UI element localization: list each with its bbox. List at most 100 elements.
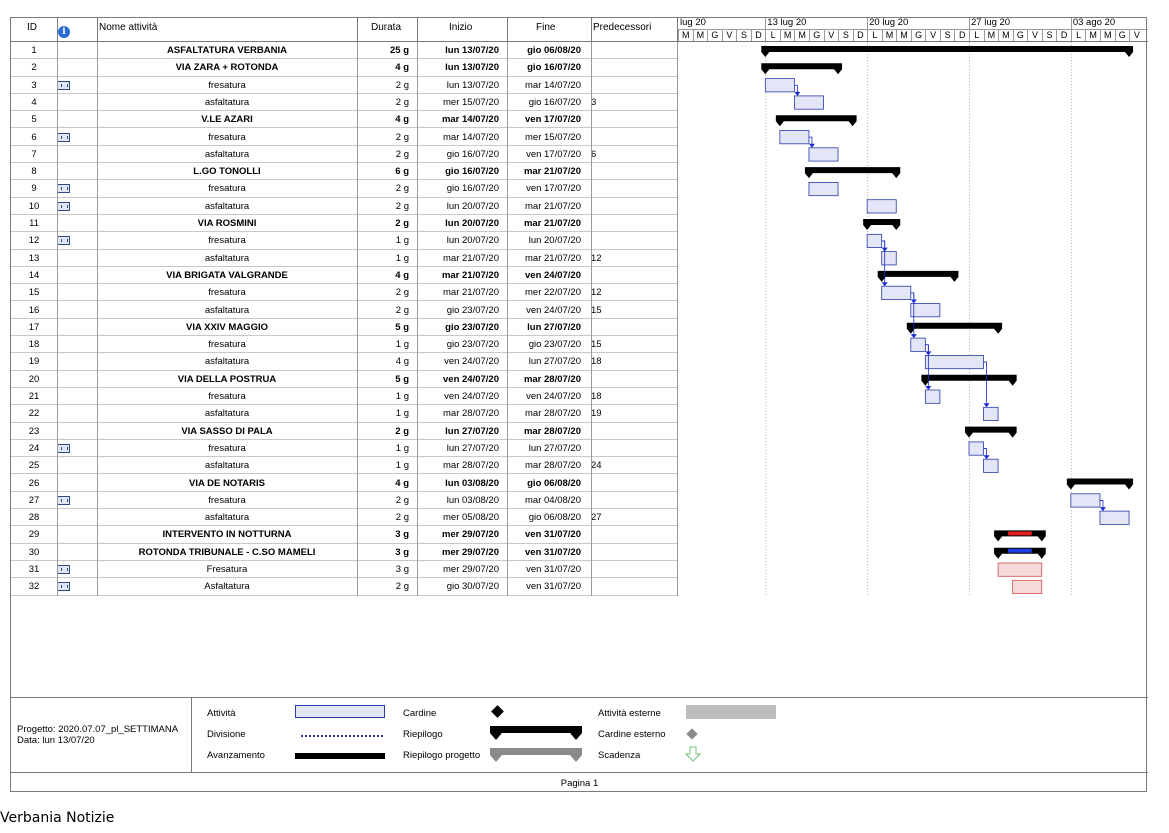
cell-id: 28 (28, 512, 40, 524)
dependency-arrow (983, 455, 990, 460)
legend-divider (191, 698, 192, 773)
cell-start: lun 03/08/20 (445, 477, 499, 489)
cell-start: mer 29/07/20 (441, 546, 499, 558)
timescale-day: M (983, 29, 999, 41)
cell-name: asfaltatura (204, 148, 250, 160)
table-row[interactable]: 20 VIA DELLA POSTRUA 5 g ven 24/07/20 mar 28… (11, 371, 678, 388)
table-row[interactable]: 10 asfaltatura 2 g lun 20/07/20 mar 21/07/20 (11, 198, 678, 215)
cell-finish: mar 28/07/20 (525, 460, 581, 472)
cell-id: 10 (28, 200, 40, 212)
cell-id: 2 (31, 62, 37, 74)
table-row[interactable]: 6 fresatura 2 g mar 14/07/20 mer 15/07/20 (11, 129, 678, 146)
table-header: ID i Nome attività Durata Inizio Fine Pr… (11, 18, 1148, 41)
cell-finish: ven 31/07/20 (525, 529, 581, 541)
cell-finish: ven 24/07/20 (526, 391, 581, 402)
table-row[interactable]: 31 Fresatura 3 g mer 29/07/20 ven 31/07/20 (11, 561, 678, 579)
task-bar (1012, 579, 1043, 594)
column-divider (97, 42, 98, 596)
table-row[interactable]: 1 ASFALTATURA VERBANIA 25 g lun 13/07/20 gio… (11, 42, 678, 60)
cell-start: mar 21/07/20 (441, 269, 499, 281)
table-row[interactable]: 30 ROTONDA TRIBUNALE - C.SO MAMELI 3 g mer … (11, 544, 678, 561)
table-row[interactable]: 22 asfaltatura 1 g mar 28/07/20 mar 28/07/20… (11, 405, 678, 423)
cell-finish: ven 17/07/20 (526, 183, 581, 195)
cell-finish: ven 17/07/20 (525, 114, 581, 126)
cell-pred (591, 163, 671, 180)
header-predecessors: Predecessori (593, 22, 652, 33)
table-row[interactable]: 17 VIA XXIV MAGGIO 5 g gio 23/07/20 lun 27/0… (11, 319, 678, 337)
cell-pred: 3 (591, 96, 597, 108)
table-row[interactable]: 7 asfaltatura 2 g gio 16/07/20 ven 17/07/20 6 (11, 146, 678, 164)
table-row[interactable]: 24 fresatura 1 g lun 27/07/20 lun 27/07/20 (11, 440, 678, 458)
cell-finish: ven 31/07/20 (525, 546, 581, 558)
table-row[interactable]: 29 INTERVENTO IN NOTTURNA 3 g mer 29/07/20 v… (11, 526, 678, 544)
cell-pred: 18 (591, 391, 602, 402)
gantt-chart (761, 42, 1134, 596)
cell-name: asfaltatura (204, 200, 250, 212)
cell-finish: ven 17/07/20 (526, 148, 581, 160)
table-row[interactable]: 12 fresatura 1 g lun 20/07/20 lun 20/07/20 (11, 232, 678, 250)
timescale-day: G (1012, 29, 1028, 41)
cell-start: gio 16/07/20 (445, 166, 499, 178)
cell-finish: gio 16/07/20 (528, 96, 581, 108)
table-row[interactable]: 27 fresatura 2 g lun 03/08/20 mar 04/08/20 (11, 492, 678, 510)
timescale-day: S (838, 29, 853, 41)
cell-name: asfaltatura (204, 304, 250, 316)
cell-name: fresatura (208, 79, 246, 91)
summary-bar (761, 63, 843, 75)
cell-start: gio 23/07/20 (446, 339, 499, 351)
cell-start: mar 28/07/20 (443, 460, 499, 472)
table-row[interactable]: 19 asfaltatura 4 g ven 24/07/20 lun 27/07/20… (11, 353, 678, 371)
watermark-caption: Verbania Notizie (0, 810, 115, 826)
row-divider (11, 404, 678, 406)
table-row[interactable]: 13 asfaltatura 1 g mar 21/07/20 mar 21/07/20… (11, 250, 678, 267)
table-row[interactable]: 28 asfaltatura 2 g mer 05/08/20 gio 06/08/20… (11, 509, 678, 527)
table-row[interactable]: 18 fresatura 1 g gio 23/07/20 gio 23/07/20 15 (11, 336, 678, 354)
cell-start: lun 13/07/20 (445, 62, 499, 74)
column-divider (417, 42, 418, 596)
week-divider (867, 18, 869, 30)
table-row[interactable]: 8 L.GO TONOLLI 6 g gio 16/07/20 mar 21/07/20 (11, 163, 678, 181)
cell-pred (591, 526, 671, 543)
table-row[interactable]: 9 fresatura 2 g gio 16/07/20 ven 17/07/20 (11, 180, 678, 198)
timescale-day: G (707, 29, 722, 41)
dependency-link (910, 292, 915, 301)
cell-id: 19 (28, 356, 40, 368)
row-divider (11, 283, 678, 285)
row-divider (11, 559, 678, 561)
task-bar (983, 406, 999, 421)
cell-pred: 12 (591, 287, 602, 299)
table-row[interactable]: 2 VIA ZARA + ROTONDA 4 g lun 13/07/20 gio 16… (11, 59, 678, 77)
cell-dur: 2 g (395, 96, 409, 108)
cell-dur: 2 g (395, 148, 409, 160)
header-divider (677, 18, 678, 42)
row-divider (11, 162, 678, 164)
cell-pred (591, 198, 671, 215)
cell-dur: 4 g (395, 62, 409, 74)
table-row[interactable]: 15 fresatura 2 g mar 21/07/20 mer 22/07/20 12 (11, 284, 678, 302)
task-bar (1070, 493, 1101, 508)
cell-name: ROTONDA TRIBUNALE - C.SO MAMELI (138, 546, 316, 558)
table-row[interactable]: 32 Asfaltatura 2 g gio 30/07/20 ven 31/07/20 (11, 578, 678, 596)
table-row[interactable]: 26 VIA DE NOTARIS 4 g lun 03/08/20 gio 06/08… (11, 475, 678, 492)
calendar-icon (57, 132, 70, 142)
row-divider (11, 265, 678, 267)
cell-name: VIA SASSO DI PALA (181, 425, 273, 437)
legend-progress-label: Avanzamento (207, 750, 265, 761)
table-row[interactable]: 14 VIA BRIGATA VALGRANDE 4 g mar 21/07/20 ve… (11, 267, 678, 285)
week-divider (765, 18, 767, 30)
cell-id: 6 (31, 131, 37, 143)
table-row[interactable]: 21 fresatura 1 g ven 24/07/20 ven 24/07/20 18 (11, 388, 678, 406)
table-row[interactable]: 11 VIA ROSMINI 2 g lun 20/07/20 mar 21/07/20 (11, 215, 678, 233)
table-row[interactable]: 5 V.LE AZARI 4 g mar 14/07/20 ven 17/07/20 (11, 111, 678, 129)
table-row[interactable]: 25 asfaltatura 1 g mar 28/07/20 mar 28/07/20… (11, 457, 678, 475)
table-row[interactable]: 4 asfaltatura 2 g mer 15/07/20 gio 16/07/20 3 (11, 94, 678, 112)
cell-name: VIA DELLA POSTRUA (177, 373, 277, 385)
summary-bar (863, 219, 901, 230)
legend-external-tasks-label: Attività esterne (598, 708, 661, 719)
table-row[interactable]: 16 asfaltatura 2 g gio 23/07/20 ven 24/07/20… (11, 302, 678, 319)
cell-finish: lun 27/07/20 (528, 356, 581, 368)
calendar-icon (57, 495, 70, 505)
legend-task-swatch (295, 705, 385, 718)
table-row[interactable]: 3 fresatura 2 g lun 13/07/20 mar 14/07/20 (11, 77, 678, 94)
table-row[interactable]: 23 VIA SASSO DI PALA 2 g lun 27/07/20 mar 28… (11, 423, 678, 440)
